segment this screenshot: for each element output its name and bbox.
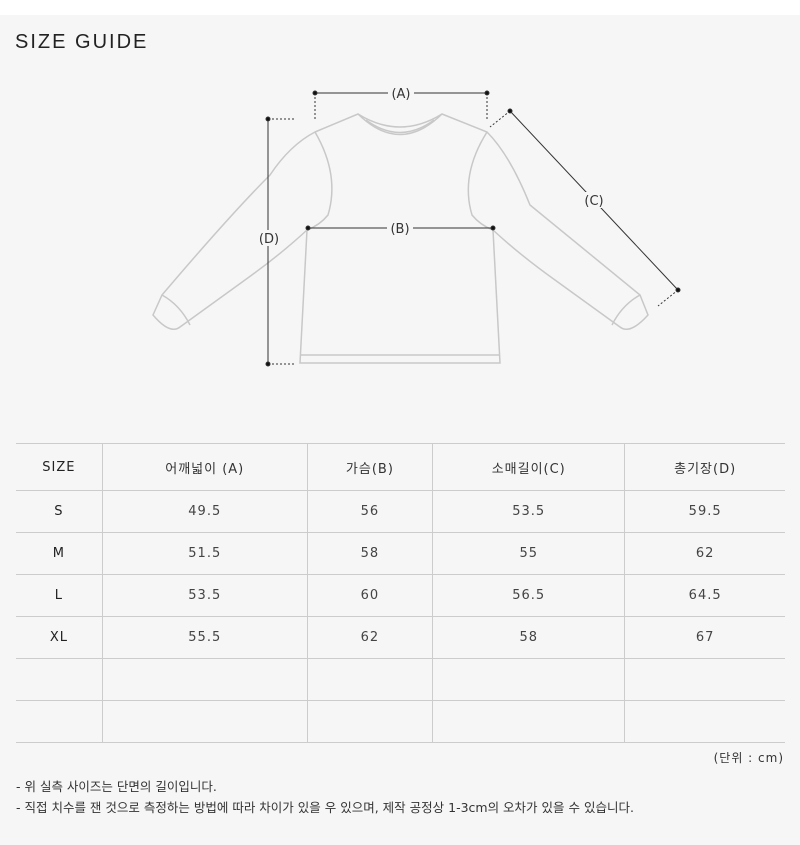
size-cell: M <box>16 532 103 575</box>
size-cell: S <box>16 490 103 533</box>
measurement-cell <box>432 700 625 743</box>
page-title: SIZE GUIDE <box>15 31 149 53</box>
measurement-cell <box>306 700 433 743</box>
header-chest: 가슴(B) <box>306 443 433 491</box>
measurement-cell: 55 <box>432 532 625 575</box>
size-cell: L <box>16 574 103 617</box>
sweatshirt-outline <box>152 113 649 364</box>
measurement-cell: 59.5 <box>624 490 785 533</box>
label-c: (C) <box>584 194 603 209</box>
measurement-cell <box>624 658 785 701</box>
measurement-cell: 53.5 <box>101 574 308 617</box>
measurement-cell: 67 <box>624 616 785 659</box>
measurement-cell <box>624 700 785 743</box>
table-row: S 49.5 56 53.5 59.5 <box>16 490 785 533</box>
table-row <box>16 658 785 701</box>
header-length: 총기장(D) <box>624 443 785 491</box>
table-row: M 51.5 58 55 62 <box>16 532 785 575</box>
measurement-cell: 53.5 <box>432 490 625 533</box>
header-shoulder: 어깨넓이 (A) <box>101 443 308 491</box>
label-a: (A) <box>391 87 410 102</box>
measurement-cell: 64.5 <box>624 574 785 617</box>
unit-label: (단위 : cm) <box>713 751 784 765</box>
size-table: SIZE 어깨넓이 (A) 가슴(B) 소매길이(C) 총기장(D) S 49.5… <box>16 443 785 743</box>
note-2: - 직접 치수를 잰 것으로 측정하는 방법에 따라 차이가 있을 우 있으며,… <box>16 800 634 815</box>
table-row <box>16 700 785 743</box>
sweatshirt-measurement-diagram: (A) (B) (C) (D) <box>152 85 681 367</box>
measurement-cell: 51.5 <box>101 532 308 575</box>
size-cell <box>16 700 103 743</box>
measurement-cell <box>306 658 433 701</box>
measurement-cell: 56 <box>306 490 433 533</box>
size-cell <box>16 658 103 701</box>
size-guide-panel: SIZE GUIDE (A) (B) (C) (D) SIZE 어깨넓이 (A)… <box>0 15 800 845</box>
label-d: (D) <box>259 232 279 247</box>
measurement-cell <box>101 658 308 701</box>
table-header-row: SIZE 어깨넓이 (A) 가슴(B) 소매길이(C) 총기장(D) <box>16 443 785 491</box>
measurement-cell: 58 <box>432 616 625 659</box>
table-row: L 53.5 60 56.5 64.5 <box>16 574 785 617</box>
size-cell: XL <box>16 616 103 659</box>
label-b: (B) <box>390 222 409 237</box>
table-row: XL 55.5 62 58 67 <box>16 616 785 659</box>
measurement-cell <box>101 700 308 743</box>
header-sleeve: 소매길이(C) <box>432 443 625 491</box>
measurement-cell: 62 <box>624 532 785 575</box>
measurement-cell: 49.5 <box>101 490 308 533</box>
measurement-cell <box>432 658 625 701</box>
measurement-cell: 58 <box>306 532 433 575</box>
measurement-cell: 55.5 <box>101 616 308 659</box>
measurement-cell: 60 <box>306 574 433 617</box>
note-1: - 위 실측 사이즈는 단면의 길이입니다. <box>16 779 217 794</box>
header-size: SIZE <box>16 443 103 491</box>
measurement-cell: 56.5 <box>432 574 625 617</box>
measurement-cell: 62 <box>306 616 433 659</box>
